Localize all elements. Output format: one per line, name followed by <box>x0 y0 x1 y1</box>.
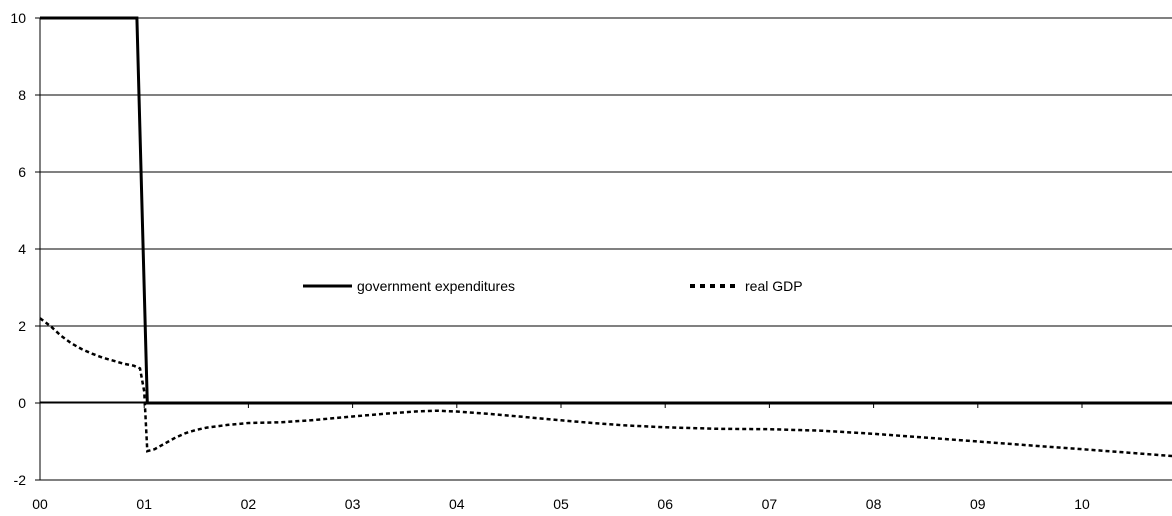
legend: government expenditures real GDP <box>303 278 803 294</box>
series-lines <box>39 16 1172 458</box>
x-tick-label: 01 <box>136 496 152 512</box>
y-tick-label: 2 <box>18 318 26 334</box>
x-tick-label: 09 <box>970 496 986 512</box>
x-tick-label: 03 <box>345 496 361 512</box>
x-tick-label: 07 <box>762 496 778 512</box>
series-line-government-expenditures <box>40 16 1172 405</box>
x-tick-label: 00 <box>32 496 48 512</box>
x-tick-label: 02 <box>241 496 257 512</box>
y-tick-labels: -2 0 2 4 6 8 10 <box>10 10 40 488</box>
y-tick-label: 0 <box>18 395 26 411</box>
x-tick-label: 08 <box>866 496 882 512</box>
x-tick-label: 04 <box>449 496 465 512</box>
y-tick-label: 6 <box>18 164 26 180</box>
y-tick-label: -2 <box>14 472 27 488</box>
gridlines <box>40 17 1172 481</box>
series-line-real-gdp <box>39 317 1172 458</box>
x-tick-label: 06 <box>657 496 673 512</box>
legend-label-government-expenditures: government expenditures <box>357 278 515 294</box>
y-tick-label: 8 <box>18 87 26 103</box>
x-tick-label: 05 <box>553 496 569 512</box>
x-tick-labels: 00 01 02 03 04 05 06 07 08 09 10 <box>32 402 1090 512</box>
legend-label-real-gdp: real GDP <box>745 278 803 294</box>
y-tick-label: 10 <box>10 10 26 26</box>
y-tick-label: 4 <box>18 241 26 257</box>
x-tick-label: 10 <box>1074 496 1090 512</box>
